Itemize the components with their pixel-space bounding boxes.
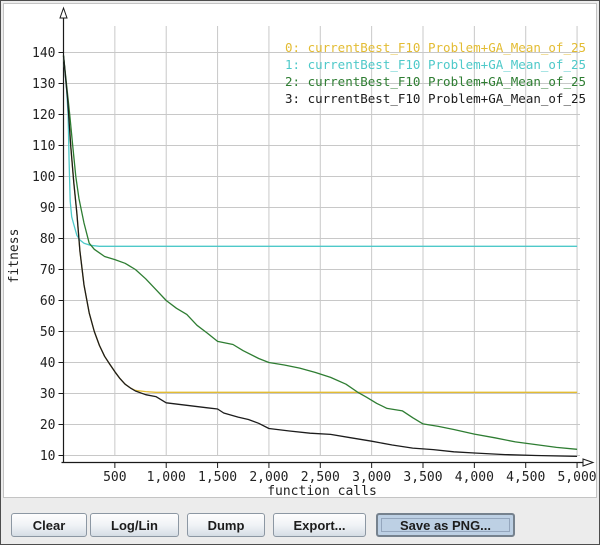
x-tick-label: 2,500 bbox=[301, 470, 340, 485]
legend-item-0: 0: currentBest_F10 Problem+GA_Mean_of_25 bbox=[285, 40, 587, 55]
y-tick-label: 40 bbox=[40, 356, 56, 371]
chart-canvas: 10 20 30 40 50 60 70 80 90 100 110 120 130 140 500 1,00… bbox=[7, 6, 596, 497]
y-tick-label: 10 bbox=[40, 449, 56, 464]
series-line-2 bbox=[62, 55, 578, 450]
y-tick-label: 50 bbox=[40, 325, 56, 340]
series-line-1 bbox=[62, 55, 578, 247]
x-tick-label: 5,000 bbox=[557, 470, 596, 485]
y-tick-label: 140 bbox=[32, 46, 55, 61]
x-axis-title: function calls bbox=[267, 484, 377, 497]
x-tick-label: 500 bbox=[103, 470, 126, 485]
chart-panel: 10 20 30 40 50 60 70 80 90 100 110 120 130 140 500 1,00… bbox=[3, 3, 597, 498]
x-tick-label: 4,500 bbox=[506, 470, 545, 485]
y-tick-label: 120 bbox=[32, 108, 55, 123]
y-tick-label: 80 bbox=[40, 232, 56, 247]
y-tick-label: 30 bbox=[40, 387, 56, 402]
series-line-3 bbox=[62, 55, 578, 458]
y-tick-label: 130 bbox=[32, 77, 55, 92]
x-tick-label: 4,000 bbox=[455, 470, 494, 485]
y-tick-label: 70 bbox=[40, 263, 56, 278]
log-lin-button[interactable]: Log/Lin bbox=[90, 513, 179, 537]
save-as-png-button[interactable]: Save as PNG... bbox=[376, 513, 515, 537]
x-tick-label: 2,000 bbox=[249, 470, 288, 485]
y-tick-label: 90 bbox=[40, 201, 56, 216]
y-tick-label: 100 bbox=[32, 170, 55, 185]
dump-button[interactable]: Dump bbox=[187, 513, 265, 537]
x-tick-label: 3,000 bbox=[352, 470, 391, 485]
y-tick-label: 60 bbox=[40, 294, 56, 309]
legend: 0: currentBest_F10 Problem+GA_Mean_of_25… bbox=[285, 39, 586, 107]
legend-item-1: 1: currentBest_F10 Problem+GA_Mean_of_25 bbox=[285, 57, 587, 72]
clear-button[interactable]: Clear bbox=[11, 513, 87, 537]
button-bar: Clear Log/Lin Dump Export... Save as PNG... bbox=[1, 500, 599, 544]
x-tick-label: 3,500 bbox=[403, 470, 442, 485]
y-tick-label: 20 bbox=[40, 418, 56, 433]
y-axis-title: fitness bbox=[7, 229, 22, 284]
export-button[interactable]: Export... bbox=[273, 513, 366, 537]
x-tick-label: 1,500 bbox=[198, 470, 237, 485]
legend-item-3: 3: currentBest_F10 Problem+GA_Mean_of_25 bbox=[285, 91, 587, 106]
legend-item-2: 2: currentBest_F10 Problem+GA_Mean_of_25 bbox=[285, 74, 587, 89]
x-axis-arrow-icon bbox=[582, 458, 595, 467]
y-tick-label: 110 bbox=[32, 139, 55, 154]
y-axis-arrow-icon bbox=[59, 6, 68, 19]
x-tick-label: 1,000 bbox=[147, 470, 186, 485]
